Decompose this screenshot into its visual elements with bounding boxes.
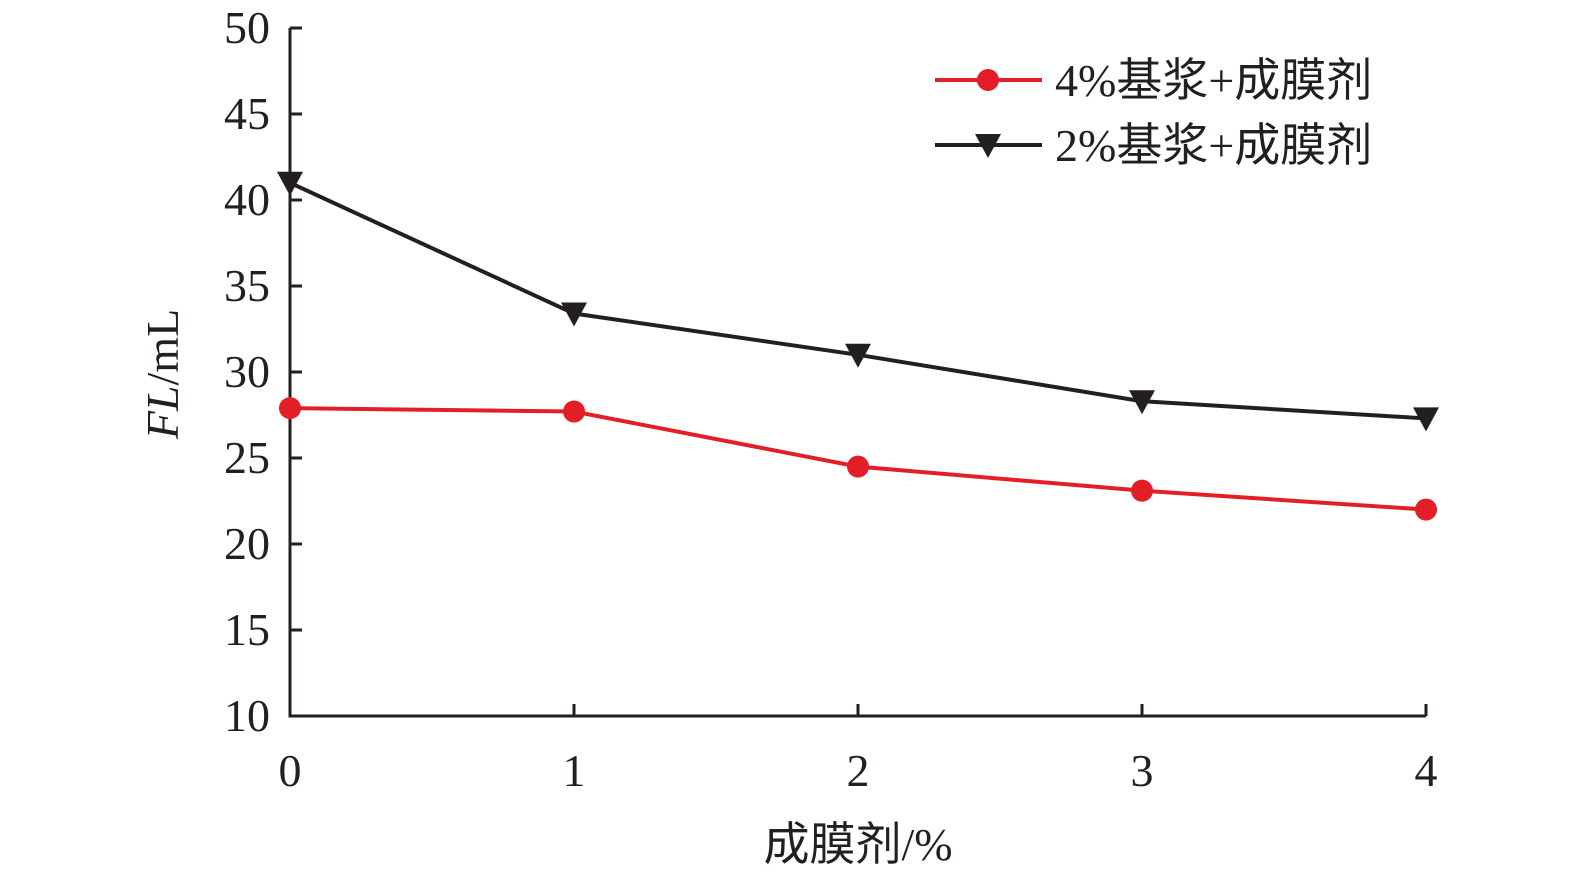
y-tick-label: 15 [224, 604, 270, 655]
series-1 [279, 397, 1437, 521]
y-tick-label: 10 [224, 690, 270, 741]
data-point [847, 455, 869, 478]
x-axis-title: 成膜剂/% [763, 819, 952, 870]
series-layer [277, 171, 1439, 521]
data-point [563, 400, 585, 423]
data-point [1413, 407, 1439, 432]
legend-item: 2%基浆+成膜剂 [935, 120, 1372, 171]
data-point [975, 133, 1001, 158]
x-tick-label: 2 [847, 745, 870, 796]
y-axis-title-unit: /mL [137, 309, 188, 386]
y-tick-label: 50 [224, 2, 270, 53]
data-point [1415, 498, 1437, 521]
x-tick-label: 3 [1131, 745, 1154, 796]
x-tick-label: 4 [1415, 745, 1438, 796]
data-point [1131, 479, 1153, 502]
y-tick-label: 20 [224, 518, 270, 569]
data-point [277, 171, 303, 196]
y-axis-title-symbol: FL [137, 385, 188, 440]
legend: 4%基浆+成膜剂 2%基浆+成膜剂 [935, 55, 1372, 171]
data-point [561, 302, 587, 327]
legend-item: 4%基浆+成膜剂 [935, 55, 1372, 106]
series-2 [277, 171, 1439, 432]
x-tick-label: 0 [279, 745, 302, 796]
data-point [1129, 390, 1155, 415]
data-point [279, 397, 301, 420]
data-point [977, 69, 999, 91]
y-ticks: 10 15 20 25 30 35 40 45 50 [224, 2, 302, 741]
y-tick-label: 45 [224, 88, 270, 139]
y-tick-label: 25 [224, 432, 270, 483]
y-tick-label: 40 [224, 174, 270, 225]
x-tick-label: 1 [563, 745, 586, 796]
data-point [845, 343, 871, 368]
legend-label: 4%基浆+成膜剂 [1055, 55, 1372, 106]
y-tick-label: 35 [224, 260, 270, 311]
series-line [289, 180, 1427, 421]
x-ticks: 0 1 2 3 4 [279, 704, 1438, 796]
legend-label: 2%基浆+成膜剂 [1055, 120, 1372, 171]
y-tick-label: 30 [224, 346, 270, 397]
y-axis-title: FL/mL [137, 309, 188, 440]
